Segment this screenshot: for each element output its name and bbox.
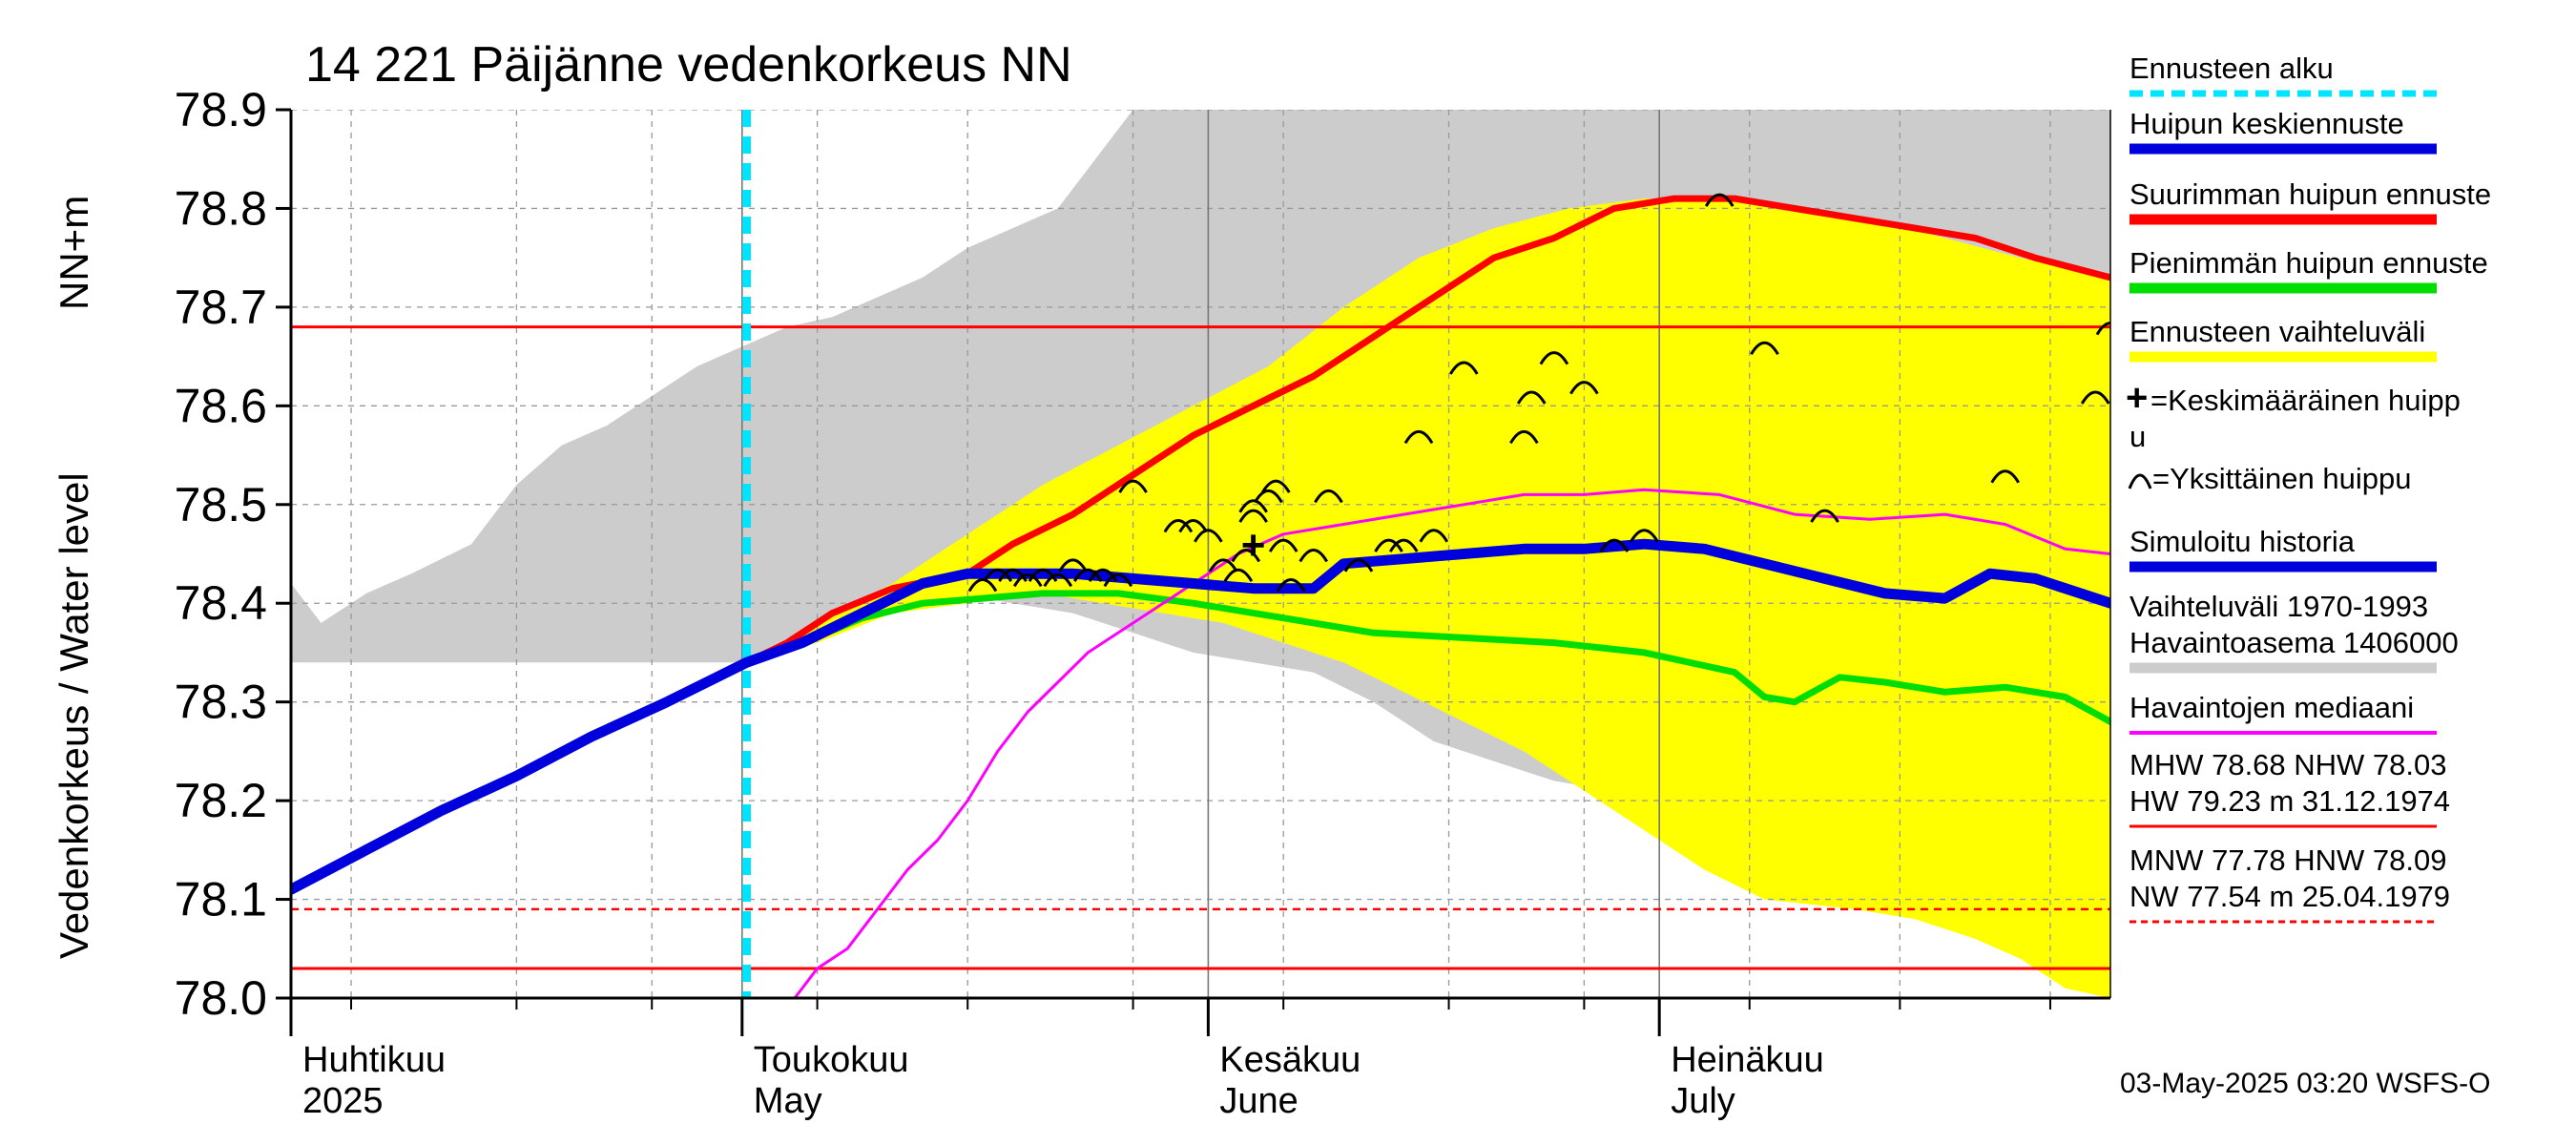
legend-label: MNW 77.78 HNW 78.09 — [2129, 843, 2447, 877]
individual-peak-marker — [1261, 479, 1291, 493]
x-month-label: Toukokuu — [754, 1040, 909, 1080]
y-axis-unit: NN+m — [52, 196, 96, 310]
individual-peak-marker — [1178, 519, 1208, 533]
mean-peak-marker: + — [1241, 522, 1266, 569]
individual-peak-marker — [1569, 381, 1599, 395]
plot-area: + — [291, 110, 2110, 998]
legend-label: Simuloitu historia — [2129, 525, 2356, 558]
individual-peak-marker — [1449, 361, 1479, 375]
y-axis-title: Vedenkorkeus / Water level — [52, 472, 96, 959]
legend-arc-marker — [2128, 473, 2152, 489]
individual-peak-marker — [1276, 578, 1306, 593]
legend-label-line2: u — [2129, 420, 2146, 453]
legend-label-line2: Havaintoasema 1406000 — [2129, 626, 2459, 659]
individual-peak-marker — [1298, 549, 1328, 563]
y-tick-label: 78.8 — [175, 181, 267, 235]
legend-label: Ennusteen alku — [2129, 52, 2334, 85]
individual-peak-marker — [1990, 469, 2020, 484]
individual-peak-marker — [1388, 538, 1419, 552]
y-tick-label: 78.7 — [175, 281, 267, 334]
individual-peak-marker — [1539, 351, 1569, 365]
individual-peak-marker — [1509, 429, 1539, 445]
x-month-sublabel: July — [1671, 1081, 1735, 1121]
individual-peak-marker — [1374, 538, 1403, 552]
individual-peak-marker — [967, 578, 998, 593]
individual-peak-marker — [1268, 538, 1298, 552]
individual-peak-marker — [1238, 499, 1268, 513]
individual-peak-marker — [998, 568, 1028, 582]
individual-peak-marker — [1314, 489, 1343, 504]
individual-peak-marker — [1012, 572, 1043, 588]
legend-plus-marker: + — [2126, 377, 2148, 419]
legend-label: Havaintojen mediaani — [2129, 691, 2414, 724]
y-tick-label: 78.5 — [175, 478, 267, 531]
individual-peak-marker — [2095, 322, 2110, 336]
individual-peak-marker — [1704, 193, 1735, 207]
legend-label: Huipun keskiennuste — [2129, 107, 2404, 140]
y-tick-label: 78.3 — [175, 676, 267, 729]
individual-peak-marker — [1599, 538, 1630, 552]
legend-label: Ennusteen vaihteluväli — [2129, 315, 2425, 348]
y-tick-label: 78.4 — [175, 576, 267, 630]
individual-peak-marker — [1403, 429, 1434, 445]
individual-peak-marker — [1073, 568, 1103, 582]
individual-peak-marker — [1194, 529, 1223, 543]
x-month-label: Kesäkuu — [1219, 1040, 1361, 1080]
y-tick-label: 78.2 — [175, 774, 267, 827]
individual-peak-marker — [1163, 519, 1194, 533]
individual-peak-marker — [1231, 549, 1261, 563]
series-pienimm-n-huipun-ennuste — [743, 590, 2110, 725]
series-huipun-keskiennuste — [291, 538, 2110, 895]
series-havaintojen-mediaani — [793, 488, 2110, 998]
x-month-label: Heinäkuu — [1671, 1040, 1824, 1080]
y-tick-label: 78.0 — [175, 971, 267, 1025]
individual-peak-marker — [1254, 489, 1283, 504]
individual-peak-marker — [1043, 572, 1073, 588]
individual-peak-marker — [1088, 568, 1118, 582]
individual-peak-marker — [1208, 558, 1238, 572]
individual-peak-marker — [2080, 390, 2110, 405]
legend-label: =Keskimääräinen huipp — [2150, 384, 2461, 417]
individual-peak-marker — [1103, 572, 1133, 588]
x-month-label: Huhtikuu — [302, 1040, 446, 1080]
y-tick-label: 78.1 — [175, 873, 267, 926]
chart-title: 14 221 Päijänne vedenkorkeus NN — [305, 37, 1072, 93]
individual-peak-marker — [1343, 558, 1374, 572]
individual-peak-marker — [1223, 568, 1254, 582]
legend-label: Suurimman huipun ennuste — [2129, 177, 2491, 211]
x-month-sublabel: 2025 — [302, 1081, 384, 1121]
individual-peak-marker — [1419, 529, 1449, 543]
legend-label-line2: HW 79.23 m 31.12.1974 — [2129, 784, 2450, 818]
individual-peak-marker — [1810, 509, 1839, 523]
individual-peak-marker — [1238, 509, 1268, 523]
individual-peak-marker — [1630, 529, 1659, 543]
individual-peak-marker — [1118, 479, 1148, 493]
x-month-sublabel: June — [1219, 1081, 1298, 1121]
legend-label: Vaihteluväli 1970-1993 — [2129, 590, 2428, 623]
legend-label: MHW 78.68 NHW 78.03 — [2129, 748, 2447, 781]
y-tick-label: 78.6 — [175, 379, 267, 432]
timestamp-footer: 03-May-2025 03:20 WSFS-O — [2120, 1068, 2491, 1099]
x-month-sublabel: May — [754, 1081, 822, 1121]
individual-peak-marker — [1516, 390, 1547, 405]
individual-peak-marker — [1028, 568, 1058, 582]
y-tick-label: 78.9 — [175, 83, 267, 136]
legend-label: =Yksittäinen huippu — [2152, 462, 2411, 495]
forecast-range-area — [746, 198, 2110, 998]
legend-label-line2: NW 77.54 m 25.04.1979 — [2129, 880, 2450, 913]
individual-peak-marker — [983, 568, 1013, 582]
individual-peak-marker — [1058, 558, 1088, 572]
legend-label: Pienimmän huipun ennuste — [2129, 246, 2488, 280]
individual-peak-marker — [1750, 341, 1779, 356]
